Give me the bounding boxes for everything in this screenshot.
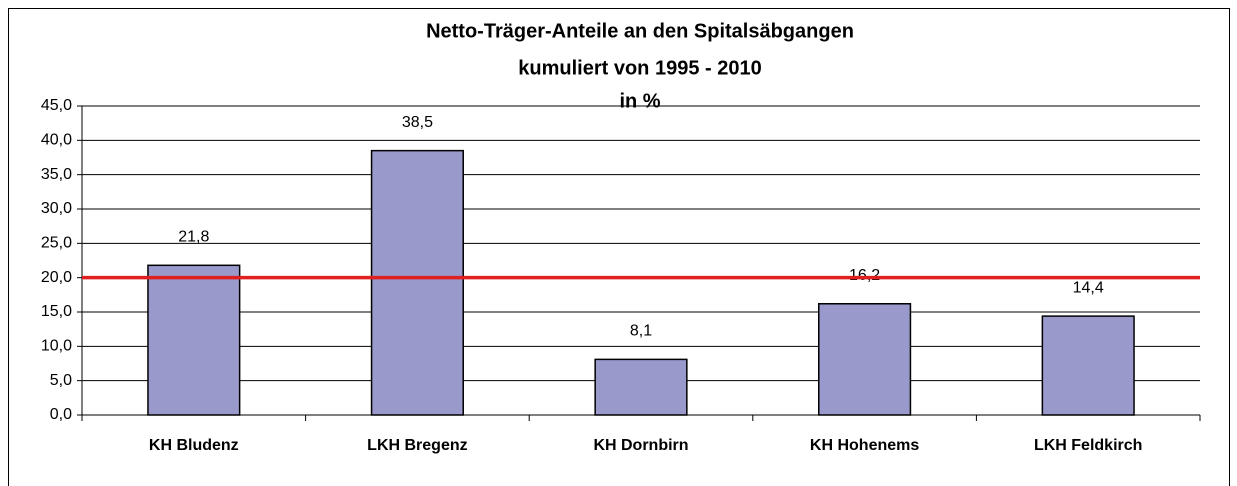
chart-frame [8,8,1230,486]
y-tick-label: 30,0 [41,200,72,217]
chart-subtitle: kumuliert von 1995 - 2010 [518,57,761,79]
chart-unit: in % [619,90,660,112]
bar [1041,315,1135,416]
y-tick-label: 15,0 [41,303,72,320]
x-tick-label: KH Bludenz [149,437,239,454]
data-label: 14,4 [1073,279,1104,296]
y-tick-label: 40,0 [41,132,72,149]
bar [147,264,241,416]
bar [370,149,464,416]
y-tick-label: 20,0 [41,269,72,286]
y-tick-label: 45,0 [41,97,72,114]
data-label: 8,1 [630,323,652,340]
y-tick-label: 10,0 [41,338,72,355]
y-tick-label: 35,0 [41,166,72,183]
y-tick-label: 0,0 [50,406,72,423]
bar [594,358,688,416]
x-tick-label: LKH Bregenz [367,437,467,454]
data-label: 21,8 [178,229,209,246]
x-tick-label: KH Hohenems [810,437,919,454]
bar [818,303,912,416]
x-tick-label: LKH Feldkirch [1034,437,1142,454]
y-tick-label: 5,0 [50,372,72,389]
chart-title: Netto-Träger-Anteile an den Spitalsäbgan… [426,20,854,42]
data-label: 16,2 [849,267,880,284]
x-tick-label: KH Dornbirn [593,437,688,454]
y-tick-label: 25,0 [41,235,72,252]
data-label: 38,5 [402,114,433,131]
